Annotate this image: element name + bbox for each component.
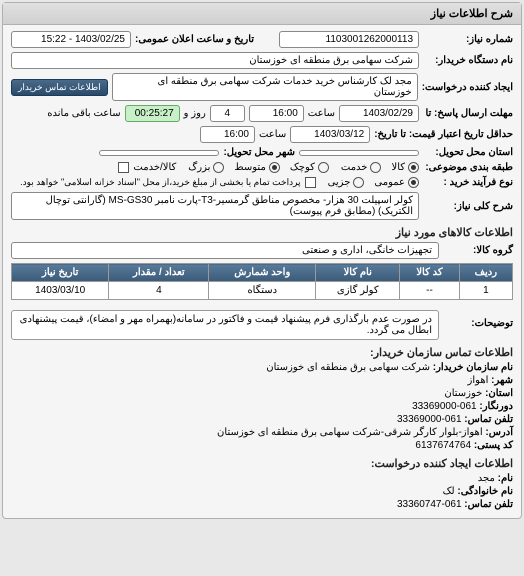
cell: 4 <box>109 282 209 300</box>
remaining-label: ساعت باقی مانده <box>47 108 120 119</box>
radio-service[interactable]: خدمت <box>341 162 382 173</box>
cell: دستگاه <box>209 282 316 300</box>
requester-field: مجد لک کارشناس خرید خدمات شرکت سهامی برق… <box>112 73 418 101</box>
announce-field: 1403/02/25 - 15:22 <box>11 31 131 48</box>
cell: 1 <box>459 282 512 300</box>
delivery-addr-label: استان محل تحویل: <box>423 147 513 158</box>
col-code: کد کالا <box>400 264 459 282</box>
col-qty: تعداد / مقدار <box>109 264 209 282</box>
contact-province: استان: خوزستان <box>11 388 513 399</box>
contact-phone: تلفن تماس: 061-33369000 <box>11 414 513 425</box>
buyer-org-field: شرکت سهامی برق منطقه ای خوزستان <box>11 52 419 69</box>
creator-family: نام خانوادگی: لک <box>11 486 513 497</box>
creator-name: نام: مجد <box>11 473 513 484</box>
note-box: در صورت عدم بارگذاری فرم پیشنهاد قیمت و … <box>11 310 439 340</box>
note-label: توضیحات: <box>443 318 513 329</box>
cash-credit-checkbox[interactable] <box>118 162 129 173</box>
treasury-checkbox[interactable] <box>305 177 316 188</box>
hour-label-2: ساعت <box>259 129 286 140</box>
radio-dot-icon <box>213 162 224 173</box>
contact-post: کد پستی: 6137674764 <box>11 440 513 451</box>
validity-hour: 16:00 <box>200 126 255 143</box>
radio-public[interactable]: عمومی <box>374 177 419 188</box>
group-label: گروه کالا: <box>443 245 513 256</box>
validity-date: 1403/03/12 <box>290 126 370 143</box>
contact-city: شهر: اهواز <box>11 375 513 386</box>
desc-field: کولر اسپیلت 30 هزار- مخصوص مناطق گرمسیر-… <box>11 192 419 220</box>
radio-partial[interactable]: جزیی <box>328 177 365 188</box>
deadline-date: 1403/02/29 <box>339 105 419 122</box>
deadline-label: مهلت ارسال پاسخ: تا <box>423 108 513 119</box>
col-date: تاریخ نیاز <box>12 264 109 282</box>
radio-medium[interactable]: متوسط <box>234 162 279 173</box>
req-no-field: 1103001262000113 <box>279 31 419 48</box>
process-radio-group: عمومی جزیی <box>328 177 419 188</box>
contact-fax: دورنگار: 061-33369000 <box>11 401 513 412</box>
delivery-city <box>99 150 219 156</box>
main-panel: شرح اطلاعات نیاز شماره نیاز: 11030012620… <box>2 2 522 519</box>
col-name: نام کالا <box>316 264 400 282</box>
creator-title: اطلاعات ایجاد کننده درخواست: <box>11 457 513 470</box>
cell: 1403/03/10 <box>12 282 109 300</box>
contact-org: نام سازمان خریدار: شرکت سهامی برق منطقه … <box>11 362 513 373</box>
panel-body: شماره نیاز: 1103001262000113 تاریخ و ساع… <box>3 25 521 518</box>
req-no-label: شماره نیاز: <box>423 34 513 45</box>
col-row: ردیف <box>459 264 512 282</box>
goods-table: ردیف کد کالا نام کالا واحد شمارش تعداد /… <box>11 263 513 300</box>
radio-dot-icon <box>408 162 419 173</box>
radio-small[interactable]: کوچک <box>290 162 329 173</box>
deadline-hour: 16:00 <box>249 105 304 122</box>
contact-title: اطلاعات تماس سازمان خریدار: <box>11 346 513 359</box>
panel-title: شرح اطلاعات نیاز <box>3 3 521 25</box>
announce-label: تاریخ و ساعت اعلان عمومی: <box>135 34 254 45</box>
cell: -- <box>400 282 459 300</box>
goods-title: اطلاعات کالاهای مورد نیاز <box>11 226 513 239</box>
creator-tel: تلفن تماس: 061-33360747 <box>11 499 513 510</box>
cash-credit-label: کالا/خدمت <box>133 162 176 173</box>
radio-dot-icon <box>408 177 419 188</box>
days-value: 4 <box>210 105 245 122</box>
desc-label: شرح کلی نیاز: <box>423 201 513 212</box>
requester-label: ایجاد کننده درخواست: <box>422 82 513 93</box>
cell: کولر گازی <box>316 282 400 300</box>
radio-goods[interactable]: کالا <box>391 162 419 173</box>
col-unit: واحد شمارش <box>209 264 316 282</box>
days-label: روز و <box>184 108 206 119</box>
radio-dot-icon <box>353 177 364 188</box>
radio-dot-icon <box>370 162 381 173</box>
process-label: نوع فرآیند خرید : <box>423 177 513 188</box>
group-value: تجهیزات خانگی، اداری و صنعتی <box>11 242 439 259</box>
radio-large[interactable]: بزرگ <box>188 162 224 173</box>
table-row: 1 -- کولر گازی دستگاه 4 1403/03/10 <box>12 282 513 300</box>
category-radio-group: کالا خدمت <box>341 162 419 173</box>
validity-label: حداقل تاریخ اعتبار قیمت: تا تاریخ: <box>374 129 513 140</box>
hour-label-1: ساعت <box>308 108 335 119</box>
payment-note: پرداخت تمام یا بخشی از مبلغ خرید،از محل … <box>20 177 300 188</box>
delivery-city-label: شهر محل تحویل: <box>223 147 295 158</box>
contact-info-button[interactable]: اطلاعات تماس خریدار <box>11 79 108 96</box>
size-radio-group: کوچک متوسط بزرگ <box>188 162 329 173</box>
category-label: طبقه بندی موضوعی: <box>423 162 513 173</box>
remaining-time: 00:25:27 <box>125 105 180 122</box>
radio-dot-icon <box>269 162 280 173</box>
delivery-province <box>299 150 419 156</box>
contact-addr: آدرس: اهواز-بلوار کارگر شرقی-شرکت سهامی … <box>11 427 513 438</box>
buyer-org-label: نام دستگاه خریدار: <box>423 55 513 66</box>
radio-dot-icon <box>318 162 329 173</box>
